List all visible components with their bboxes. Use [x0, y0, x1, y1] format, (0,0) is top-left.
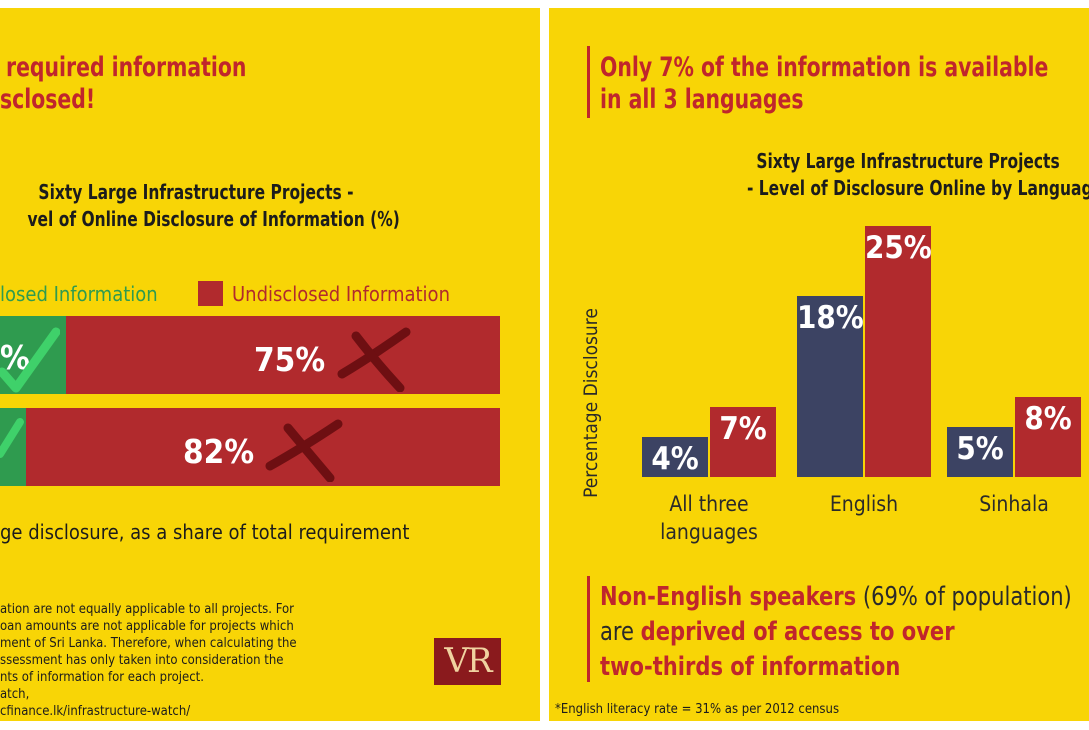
bar2-undisclosed-segment	[26, 408, 500, 486]
callout-text-part: are	[600, 617, 641, 647]
chart-bar	[710, 406, 776, 477]
legend-disclosed-label: losed Information	[0, 282, 158, 306]
right-heading-line1: Only 7% of the information is available	[600, 52, 1049, 83]
callout-text: Non-English speakers (69% of population)…	[600, 580, 1072, 685]
left-chart-title-line2: vel of Online Disclosure of Information …	[27, 207, 400, 231]
bar-value-label: 4%	[651, 440, 699, 477]
left-heading-line1: required information	[6, 52, 247, 83]
left-infographic-panel: required information sclosed! Sixty Larg…	[0, 8, 540, 721]
bar-value-label: 7%	[719, 410, 767, 447]
left-chart-caption: ge disclosure, as a share of total requi…	[0, 520, 410, 544]
right-footnote: *English literacy rate = 31% as per 2012…	[555, 702, 840, 717]
bar1-undisclosed-label: 75%	[254, 340, 326, 379]
callout-emphasis: deprived of access to over	[640, 617, 955, 647]
left-heading-line2: sclosed!	[0, 84, 96, 115]
chart-bar	[865, 226, 931, 477]
right-chart-title-line2: - Level of Disclosure Online by Language…	[746, 176, 1089, 200]
left-chart-title-line1: Sixty Large Infrastructure Projects -	[38, 180, 354, 204]
category-label: English	[829, 492, 899, 516]
callout-accent-bar	[587, 576, 590, 682]
footnote-line: nts of information for each project.	[0, 670, 204, 685]
check-icon	[0, 327, 60, 393]
callout-emphasis: Non-English speakers	[600, 582, 857, 612]
callout-text-part: (69% of population)	[856, 582, 1072, 612]
footnote-line: ment of Sri Lanka. Therefore, when calcu…	[0, 636, 297, 651]
chart-bar	[797, 296, 863, 477]
category-label: Sinhala	[979, 492, 1049, 516]
right-heading-line2: in all 3 languages	[600, 84, 804, 115]
bar1-undisclosed-segment	[66, 316, 500, 394]
footnote-link: cfinance.lk/infrastructure-watch/	[0, 704, 191, 719]
footnote-line: ation are not equally applicable to all …	[0, 602, 294, 617]
callout-emphasis: two-thirds of information	[600, 652, 901, 682]
cross-icon	[337, 327, 411, 392]
legend-undisclosed-swatch	[198, 281, 223, 306]
right-infographic-panel: Only 7% of the information is available …	[549, 8, 1089, 721]
category-label: All three languages	[660, 492, 758, 544]
bar-value-label: 8%	[1024, 400, 1072, 437]
cross-icon	[265, 419, 343, 482]
bar-value-label: 5%	[956, 430, 1004, 467]
left-footnote: ation are not equally applicable to all …	[0, 601, 297, 720]
language-disclosure-chart: 4% 7% All three languages 18% 25% English 5% 8%…	[549, 8, 1089, 721]
right-chart-title-line1: Sixty Large Infrastructure Projects	[756, 149, 1060, 173]
chart-bar	[947, 426, 1013, 477]
bar2-undisclosed-label: 82%	[183, 432, 255, 471]
footnote-line: atch,	[0, 687, 30, 702]
check-icon	[0, 418, 24, 458]
legend-undisclosed-label: Undisclosed Information	[232, 282, 450, 306]
bar-value-label: 18%	[797, 300, 864, 337]
bar-value-label: 25%	[865, 230, 932, 267]
verite-logo: VR	[434, 638, 501, 685]
footnote-line: ssessment has only taken into considerat…	[0, 653, 284, 668]
chart-bar	[1015, 396, 1081, 477]
heading-accent-bar	[587, 46, 590, 118]
chart-bar	[642, 436, 708, 477]
footnote-line: oan amounts are not applicable for proje…	[0, 619, 294, 634]
